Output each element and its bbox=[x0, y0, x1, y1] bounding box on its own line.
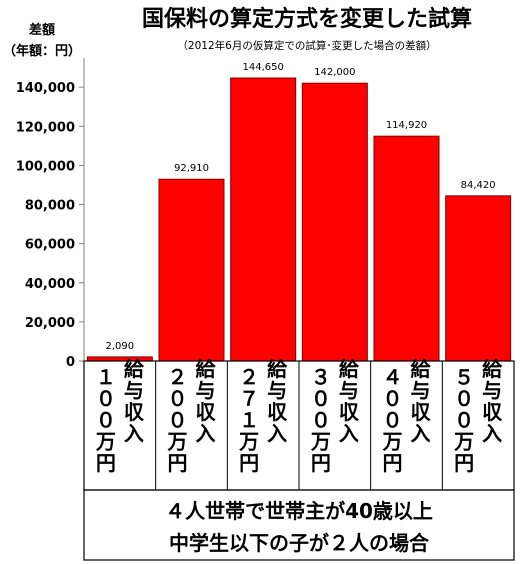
x-category-type: 給与収入 bbox=[482, 357, 503, 446]
y-tick-label: 100,000 bbox=[16, 159, 75, 174]
bar bbox=[230, 77, 297, 362]
y-tick-label: 140,000 bbox=[16, 81, 75, 96]
x-category-type: 給与収入 bbox=[339, 357, 360, 446]
x-category-amount: ２７１万円 bbox=[238, 365, 259, 475]
data-labels: 2,090 92,910 144,650 142,000 114,920 84,420 bbox=[106, 62, 496, 352]
bar bbox=[158, 178, 225, 362]
x-axis-categories: １００万円給与収入２００万円給与収入２７１万円給与収入３００万円給与収入４００万… bbox=[95, 357, 503, 475]
y-tick-label: 120,000 bbox=[16, 120, 75, 135]
y-axis-label: 差額 bbox=[29, 22, 55, 38]
bars bbox=[86, 77, 512, 362]
data-label: 2,090 bbox=[106, 341, 135, 352]
bar bbox=[445, 195, 512, 362]
chart-subtitle: （2012年6月の仮算定での試算･変更した場合の差額） bbox=[177, 39, 436, 52]
data-label: 144,650 bbox=[242, 62, 283, 73]
data-label: 92,910 bbox=[174, 163, 209, 174]
bar bbox=[373, 135, 440, 362]
y-tick-label: 0 bbox=[66, 355, 75, 370]
x-category-amount: ２００万円 bbox=[167, 365, 188, 475]
y-tick-label: 20,000 bbox=[25, 316, 75, 331]
x-category-type: 給与収入 bbox=[411, 357, 432, 446]
x-category-type: 給与収入 bbox=[124, 357, 145, 446]
y-tick-label: 60,000 bbox=[25, 238, 75, 253]
x-category-amount: １００万円 bbox=[95, 365, 116, 475]
x-category-amount: ５００万円 bbox=[453, 365, 474, 475]
x-category-amount: ３００万円 bbox=[310, 365, 331, 475]
x-category-type: 給与収入 bbox=[196, 357, 217, 446]
note-box bbox=[83, 489, 515, 561]
y-axis-unit: （年額：円） bbox=[3, 43, 81, 59]
y-axis-ticks: 0 20,000 40,000 60,000 80,000 100,000 120,000 1… bbox=[16, 81, 84, 370]
note-line-2: 中学生以下の子が２人の場合 bbox=[169, 531, 430, 555]
x-category-amount: ４００万円 bbox=[382, 365, 403, 475]
category-dividers bbox=[155, 361, 443, 490]
x-category-type: 給与収入 bbox=[267, 357, 288, 446]
data-label: 84,420 bbox=[461, 180, 496, 191]
y-tick-label: 40,000 bbox=[25, 277, 75, 292]
chart-title: 国保料の算定方式を変更した試算 bbox=[142, 6, 472, 32]
bar bbox=[301, 82, 368, 362]
data-label: 114,920 bbox=[386, 120, 427, 131]
note-line-1: ４人世帯で世帯主が40歳以上 bbox=[165, 499, 433, 523]
y-tick-label: 80,000 bbox=[25, 199, 75, 214]
data-label: 142,000 bbox=[314, 67, 355, 78]
